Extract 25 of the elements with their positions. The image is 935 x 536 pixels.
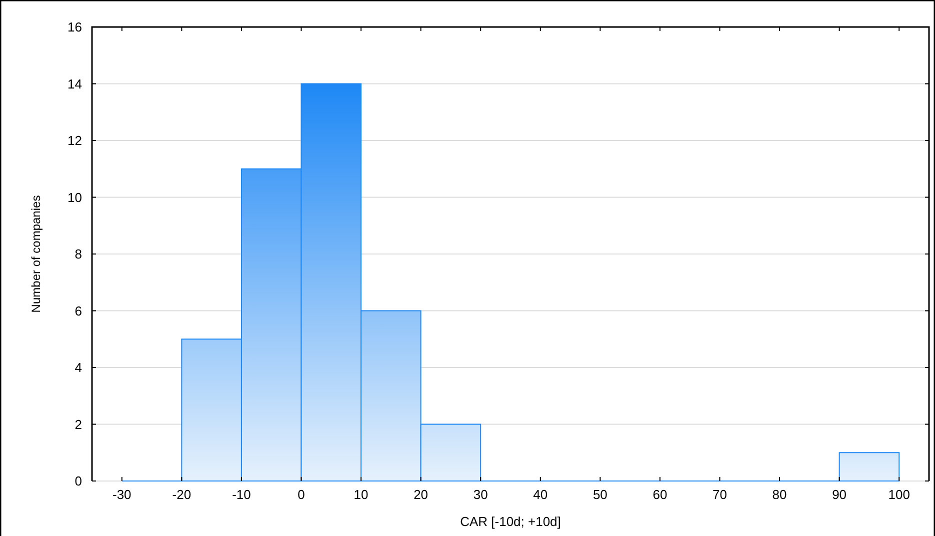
x-tick-label: -30 (112, 487, 132, 502)
y-tick-label: 6 (74, 303, 82, 318)
x-tick-label: 70 (712, 487, 727, 502)
y-tick-label: 0 (74, 474, 82, 489)
x-tick-label: 100 (888, 487, 910, 502)
x-tick-label: 90 (832, 487, 847, 502)
y-tick-label: 4 (74, 360, 82, 376)
x-tick-label: 20 (414, 487, 428, 502)
x-tick-label: -20 (172, 487, 192, 502)
y-tick-label: 16 (68, 20, 82, 35)
x-tick-label: 60 (652, 487, 668, 502)
x-tick-label: 30 (473, 487, 488, 502)
x-axis-title: CAR [-10d; +10d] (460, 514, 561, 529)
x-tick-label: 80 (772, 487, 787, 502)
y-tick-label: 12 (68, 133, 82, 148)
y-tick-label: 2 (74, 416, 82, 432)
x-tick-label: 40 (533, 487, 548, 502)
y-axis-title: Number of companies (29, 195, 43, 313)
x-tick-label: 0 (298, 487, 305, 502)
x-tick-label: 50 (592, 487, 608, 502)
x-tick-label: 10 (354, 487, 368, 502)
x-tick-label: -10 (232, 487, 251, 502)
y-tick-label: 10 (68, 190, 82, 205)
y-tick-label: 14 (68, 76, 82, 92)
y-tick-label: 8 (74, 246, 82, 262)
